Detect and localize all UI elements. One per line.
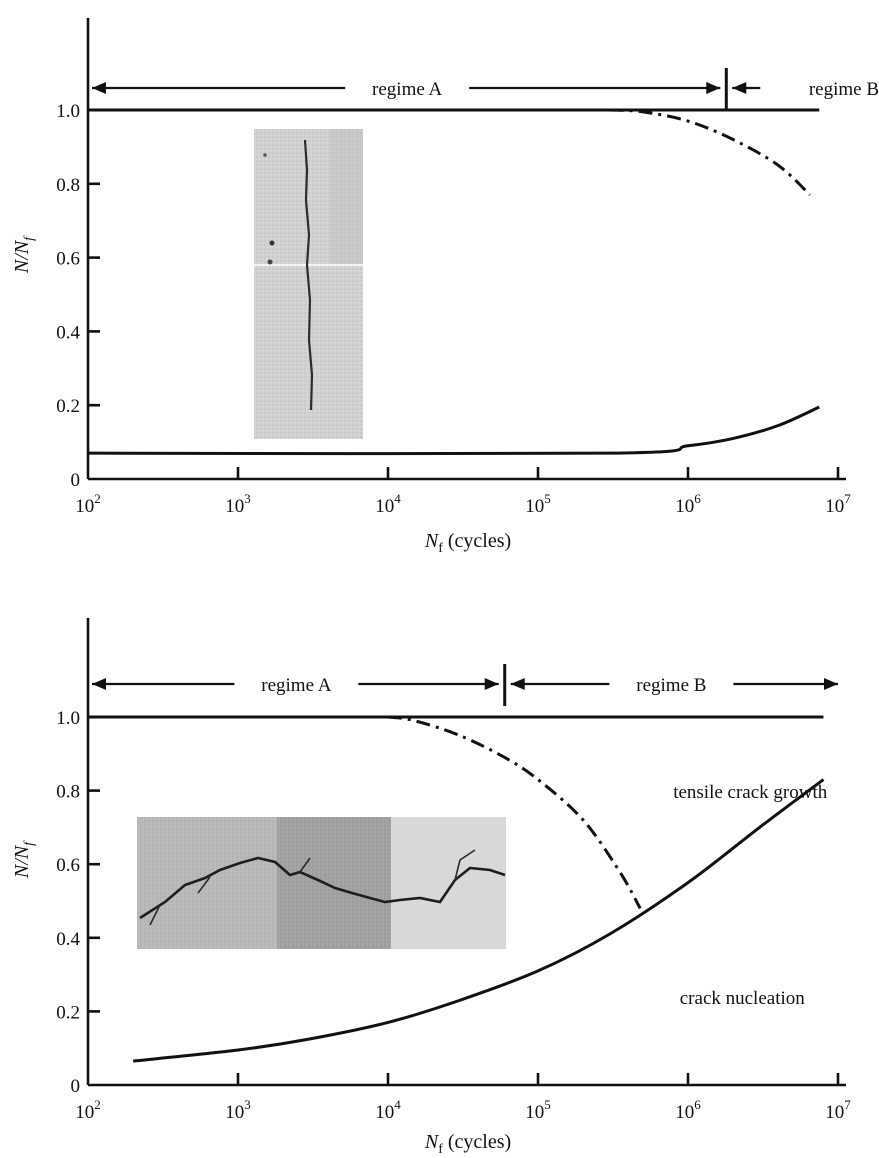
y-tick-label: 0.6 [56,855,80,876]
y-tick-label: 0 [71,1076,81,1097]
x-axis-label-top: Nf (cycles) [424,530,511,556]
regime-b-label: regime B [636,675,706,696]
regime-b-arrowhead-left [510,678,525,690]
regime-b-arrowhead-right [824,678,838,690]
x-tick-label: 105 [525,1097,551,1123]
y-tick-label: 0 [71,470,81,491]
x-axis-label-bottom: Nf (cycles) [424,1131,511,1157]
series-line-3 [132,778,825,1063]
micrograph-photo-horizontal-crack [137,817,506,949]
micrograph-photo-vertical-crack [254,129,363,439]
series-line-3 [87,405,820,456]
y-tick-label: 1.0 [56,708,80,729]
x-tick-label: 106 [675,1097,701,1123]
regime-a-arrowhead-right [706,82,721,94]
regime-indicator-bottom: regime A regime B [92,664,838,706]
chart-bottom: 102 103 104 105 106 107 0 0.2 0.4 0.6 0.8 1.0 regi… [11,618,851,1157]
chart-top: 102 103 104 105 106 107 0 0.2 0.4 0.6 0.8 1.0 regi… [11,18,879,556]
regime-b-arrowhead-left [732,82,747,94]
x-tick-label: 103 [225,491,251,517]
x-tick-label: 102 [75,1097,101,1123]
x-tick-label: 105 [525,491,551,517]
regime-a-arrowhead-left [92,678,106,690]
regime-indicator-top: regime A regime B [92,68,879,110]
y-tick-label: 0.4 [56,322,80,343]
series-line-2 [609,108,811,196]
x-tick-label: 106 [675,491,701,517]
x-tick-label: 103 [225,1097,251,1123]
regime-a-label: regime A [372,79,442,100]
x-tick-label: 104 [375,491,401,517]
y-tick-label: 0.8 [56,175,80,196]
y-axis-label-bottom: N/Nf [11,840,37,879]
series-line-2 [387,715,642,910]
x-tick-label: 107 [825,1097,851,1123]
y-tick-label: 0.8 [56,782,80,803]
annotation-label: crack nucleation [680,988,806,1009]
y-tick-label: 0.2 [56,1002,80,1023]
y-tick-label: 0.6 [56,249,80,270]
regime-b-label: regime B [809,79,879,100]
regime-a-arrowhead-right [484,678,499,690]
y-tick-label: 1.0 [56,101,80,122]
regime-a-arrowhead-left [92,82,106,94]
annotation-label: tensile crack growth [673,782,828,803]
y-tick-label: 0.2 [56,396,80,417]
x-tick-label: 107 [825,491,851,517]
y-axis-label-top: N/Nf [11,235,37,274]
regime-a-label: regime A [261,675,331,696]
y-tick-label: 0.4 [56,929,80,950]
x-tick-label: 104 [375,1097,401,1123]
x-tick-label: 102 [75,491,101,517]
